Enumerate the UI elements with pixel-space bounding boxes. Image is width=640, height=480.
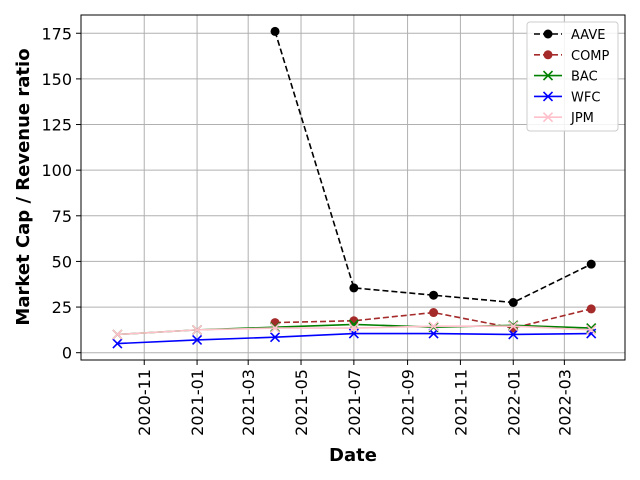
y-tick-label: 75 <box>52 207 72 226</box>
legend-marker <box>542 91 554 102</box>
jpm-point <box>428 321 439 332</box>
legend-marker <box>542 112 554 123</box>
aave-point <box>429 290 439 300</box>
y-axis: 0 25 50 75 100 125 150 175 <box>41 24 81 363</box>
jpm-point <box>348 322 359 334</box>
wfc-point <box>112 338 123 349</box>
comp-point <box>586 304 596 314</box>
x-tick-label: 2021-03 <box>239 369 258 436</box>
legend-item-comp: COMP <box>534 49 610 64</box>
y-tick-label: 125 <box>41 116 72 135</box>
series-aave <box>270 26 596 307</box>
y-tick-label: 100 <box>41 161 72 180</box>
legend-label: JPM <box>570 111 594 126</box>
x-tick-label: 2020-11 <box>135 369 154 436</box>
jpm-point <box>192 324 203 335</box>
legend-item-jpm: JPM <box>534 111 594 126</box>
legend-label: BAC <box>571 70 598 85</box>
wfc-point <box>192 334 203 345</box>
jpm-point <box>508 321 519 332</box>
wfc-point <box>269 332 281 343</box>
x-axis: 2020-11 2021-01 2021-03 2021-05 2021-07 2021-… <box>135 360 574 436</box>
wfc-point <box>508 329 519 340</box>
legend-item-bac: BAC <box>534 70 598 85</box>
y-tick-label: 50 <box>52 252 72 271</box>
legend-label: WFC <box>571 90 600 105</box>
series-jpm <box>112 321 597 340</box>
legend-marker <box>543 29 553 39</box>
x-tick-label: 2022-03 <box>555 369 574 436</box>
x-tick-label: 2022-01 <box>504 369 523 436</box>
x-tick-label: 2021-01 <box>188 369 207 436</box>
y-tick-label: 175 <box>41 24 72 43</box>
comp-point <box>429 308 439 318</box>
legend-item-aave: AAVE <box>534 28 605 43</box>
plot-frame <box>80 14 626 361</box>
aave-point <box>270 26 280 36</box>
legend: AAVE COMP BAC WFC JPM <box>526 21 619 132</box>
x-axis-title: Date <box>329 445 377 466</box>
jpm-point <box>112 329 123 340</box>
legend-box <box>526 21 619 132</box>
grid <box>81 15 625 360</box>
y-tick-label: 25 <box>52 298 72 317</box>
legend-marker <box>542 70 554 81</box>
jpm-point <box>586 324 597 335</box>
x-tick-label: 2021-07 <box>345 369 364 436</box>
aave-point <box>349 283 359 293</box>
aave-point <box>508 298 518 307</box>
legend-label: AAVE <box>571 28 605 43</box>
y-tick-label: 0 <box>62 344 72 363</box>
x-tick-label: 2021-11 <box>451 369 470 436</box>
aave-point <box>586 259 596 269</box>
legend-marker <box>543 50 553 60</box>
x-tick-label: 2021-09 <box>399 369 418 436</box>
legend-item-wfc: WFC <box>534 90 600 105</box>
legend-label: COMP <box>571 49 610 64</box>
y-axis-title: Market Cap / Revenue ratio <box>13 48 34 325</box>
y-tick-label: 150 <box>41 70 72 89</box>
wfc-point <box>428 328 439 339</box>
x-tick-label: 2021-05 <box>292 369 311 436</box>
series-layer <box>112 26 597 349</box>
jpm-point <box>269 322 281 334</box>
